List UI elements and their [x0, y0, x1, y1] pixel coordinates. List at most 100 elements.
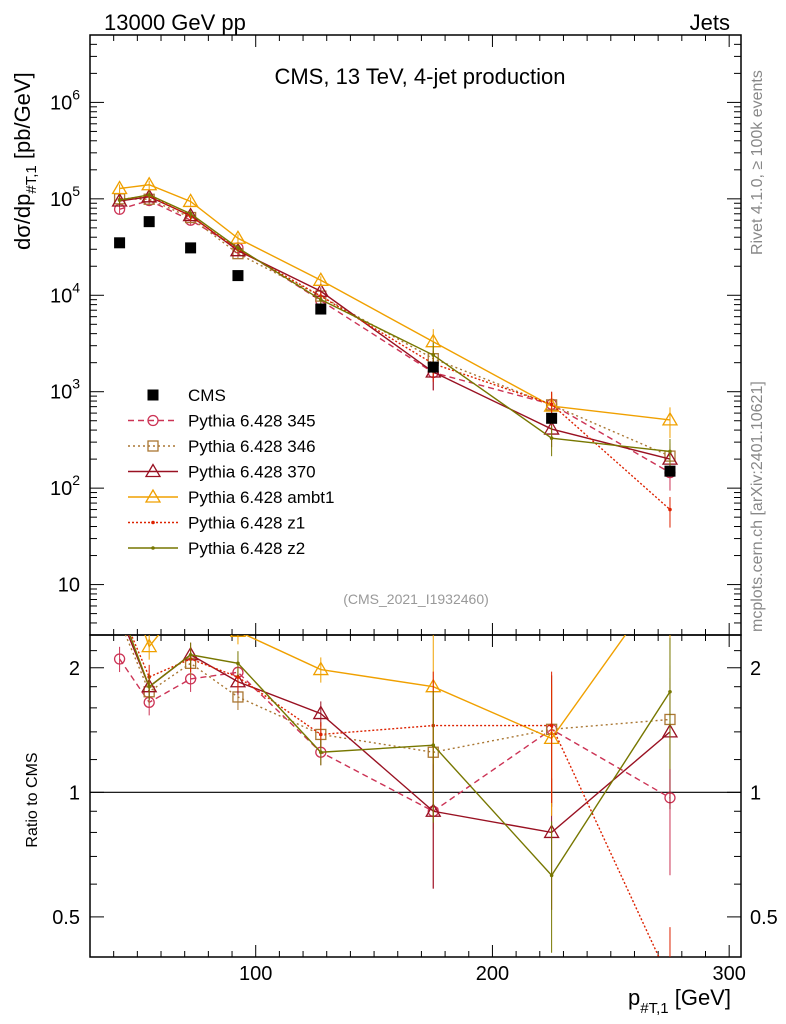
series-5-point [431, 353, 436, 357]
series-3-ratio-point [141, 638, 158, 653]
series-5-point [147, 193, 151, 197]
plot-title: CMS, 13 TeV, 4-jet production [274, 64, 565, 89]
y-tick-exp: 2 [72, 472, 80, 488]
series-3-point [141, 176, 158, 191]
ratio-tick-label-right: 0.5 [750, 907, 778, 929]
y-axis-label-main: dσ/dp [10, 194, 35, 250]
x-axis-label-sub: #T,1 [640, 1000, 668, 1017]
cms-data-point [143, 216, 155, 228]
legend-label: Pythia 6.428 ambt1 [188, 488, 334, 507]
legend-marker-2 [144, 463, 162, 478]
y-tick-label: 105 [50, 183, 80, 211]
cms-data-point [427, 361, 439, 373]
legend-label: Pythia 6.428 346 [188, 437, 316, 456]
legend-label: Pythia 6.428 z2 [188, 539, 305, 558]
y-tick-exp: 6 [72, 86, 80, 102]
series-3-ratio-point [184, 588, 198, 600]
series-5-line [119, 194, 671, 453]
y-tick-base: 10 [58, 575, 80, 597]
series-3-point [312, 272, 329, 286]
cms-data-point [185, 242, 197, 254]
series-3-point [229, 229, 247, 244]
legend-marker-cms [147, 389, 159, 401]
rivet-version-label: Rivet 4.1.0, ≥ 100k events [749, 70, 766, 255]
y-axis-label-unit: [pb/GeV] [10, 72, 35, 165]
y-tick-exp: 4 [72, 279, 80, 295]
ratio-tick-label-right: 2 [750, 658, 761, 680]
main-series [111, 176, 679, 528]
y-tick-exp: 3 [72, 376, 80, 392]
y-tick-label: 102 [50, 472, 80, 500]
y-tick-label: 106 [50, 86, 80, 114]
series-1-ratio-point [115, 616, 125, 626]
series-2-ratio-line [127, 635, 671, 834]
y-tick-label: 10 [58, 575, 80, 597]
series-5-ratio-point [147, 684, 151, 689]
series-4-point [668, 507, 672, 512]
legend: CMS Pythia 6.428 345 Pythia 6.428 346 Pythi… [128, 386, 334, 558]
series-2-line [119, 196, 671, 460]
series-3-ratio-point [229, 635, 247, 637]
legend-marker-0 [147, 414, 159, 427]
cms-data-point [232, 270, 244, 282]
x-axis-label-unit: [GeV] [669, 985, 731, 1010]
ratio-series [113, 555, 679, 957]
analysis-id: (CMS_2021_I1932460) [343, 591, 489, 607]
series-0-ratio-point [113, 653, 126, 665]
y-tick-label: 103 [50, 376, 80, 404]
series-2-ratio-point [312, 705, 329, 720]
series-5-ratio-line [129, 635, 671, 877]
ratio-plot-frame [89, 634, 742, 958]
x-axis-label: p#T,1 [GeV] [628, 985, 731, 1017]
series-5-point [236, 246, 240, 250]
ratio-tick-label: 0.5 [52, 907, 80, 929]
y-tick-base: 10 [50, 382, 72, 404]
cms-data-point [546, 412, 558, 424]
series-3-ratio-point [113, 555, 127, 567]
legend-marker-3 [144, 488, 162, 503]
series-3-ratio-line [144, 635, 627, 740]
series-4-line [119, 194, 671, 511]
legend-label: Pythia 6.428 370 [188, 463, 316, 482]
series-1-line [119, 198, 671, 457]
series-5-ratio-point [549, 873, 554, 878]
series-5-point [117, 198, 122, 202]
series-3-point [182, 193, 199, 208]
series-4-point [549, 402, 554, 407]
ratio-tick-label: 2 [69, 658, 80, 680]
cms-data-point [114, 237, 126, 249]
cms-data-point [664, 465, 676, 477]
series-5-ratio-point [668, 689, 672, 694]
series-4-ratio-line [130, 635, 660, 957]
series-5-point [319, 297, 323, 302]
x-tick-label: 100 [239, 963, 272, 985]
y-axis-label-sub: #T,1 [23, 165, 40, 193]
y-tick-base: 10 [50, 285, 72, 307]
series-layer [111, 176, 679, 957]
series-5-ratio-point [431, 743, 436, 747]
legend-marker-5 [151, 546, 155, 550]
series-5-ratio-point [188, 652, 193, 657]
series-5-point [549, 436, 554, 440]
series-5-ratio-point [319, 750, 323, 755]
y-axis-label: dσ/dp#T,1 [pb/GeV] [10, 72, 40, 250]
legend-marker-1 [147, 440, 159, 452]
series-4-ratio-point [549, 723, 554, 728]
series-4-ratio-point [319, 732, 323, 737]
series-5-point [668, 449, 672, 454]
mcplots-site-label: mcplots.cern.ch [arXiv:2401.10621] [749, 381, 766, 632]
legend-label: Pythia 6.428 345 [188, 412, 316, 431]
legend-label: CMS [188, 386, 226, 405]
series-1-ratio-line [124, 635, 671, 753]
cms-data-point [315, 303, 327, 315]
header-right: Jets [690, 10, 730, 35]
series-4-ratio-point [236, 675, 240, 679]
legend-marker-4 [151, 520, 155, 525]
series-3-ratio-point [312, 661, 329, 676]
series-5-ratio-point [118, 605, 122, 609]
y-tick-base: 10 [50, 189, 72, 211]
header-left: 13000 GeV pp [104, 10, 246, 35]
ratio-tick-label-right: 1 [750, 782, 761, 804]
